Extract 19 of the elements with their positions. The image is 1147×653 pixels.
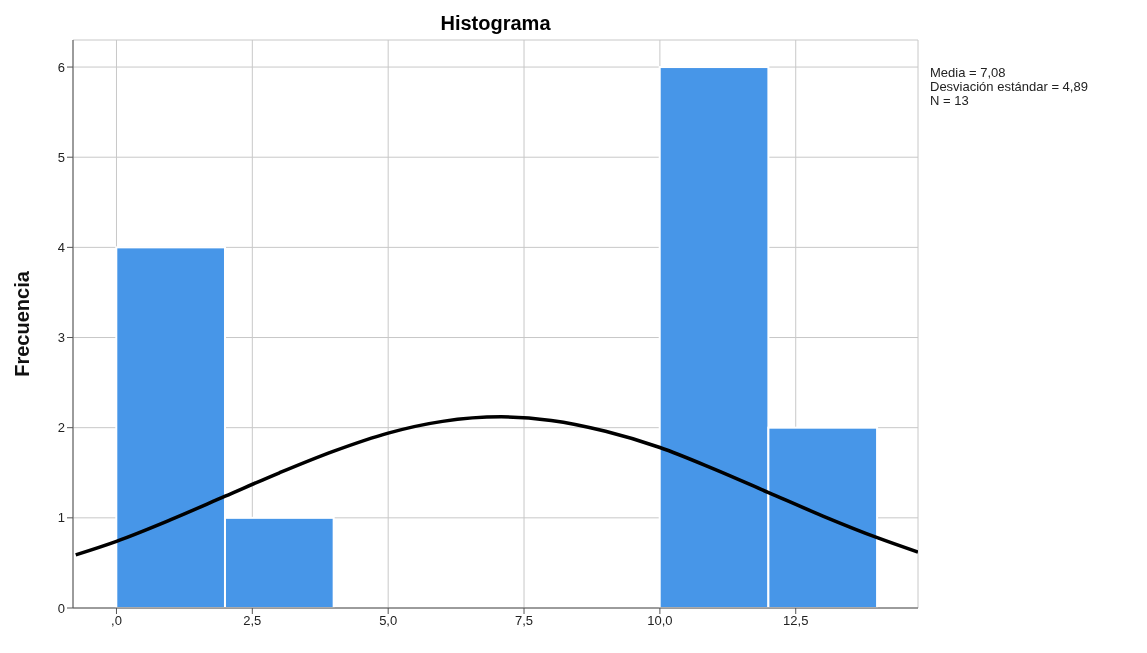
x-tick-label: 5,0: [379, 613, 398, 629]
y-tick-label: 3: [57, 330, 65, 346]
x-tick-label: ,0: [111, 613, 122, 629]
line-series: [73, 415, 918, 557]
x-tick-label: 2,5: [243, 613, 262, 629]
y-tick-label: 2: [57, 420, 65, 436]
x-tick-label: 12,5: [783, 613, 809, 629]
y-tick-label: 1: [57, 510, 65, 526]
y-tick-label: 5: [57, 149, 65, 165]
text: Media = 7,08: [930, 65, 1007, 80]
text: Desviación estándar = 4,89: [930, 79, 1088, 94]
y-tick-label: 0: [57, 600, 65, 616]
chart-title: Histograma: [439, 12, 552, 35]
text: N = 13: [930, 93, 970, 108]
x-tick-label: 7,5: [514, 613, 534, 629]
y-axis-title: Frecuencia: [11, 270, 34, 377]
y-tick-label: 6: [57, 59, 65, 75]
y-tick-label: 4: [57, 239, 65, 255]
x-tick-label: 10,0: [647, 613, 673, 629]
